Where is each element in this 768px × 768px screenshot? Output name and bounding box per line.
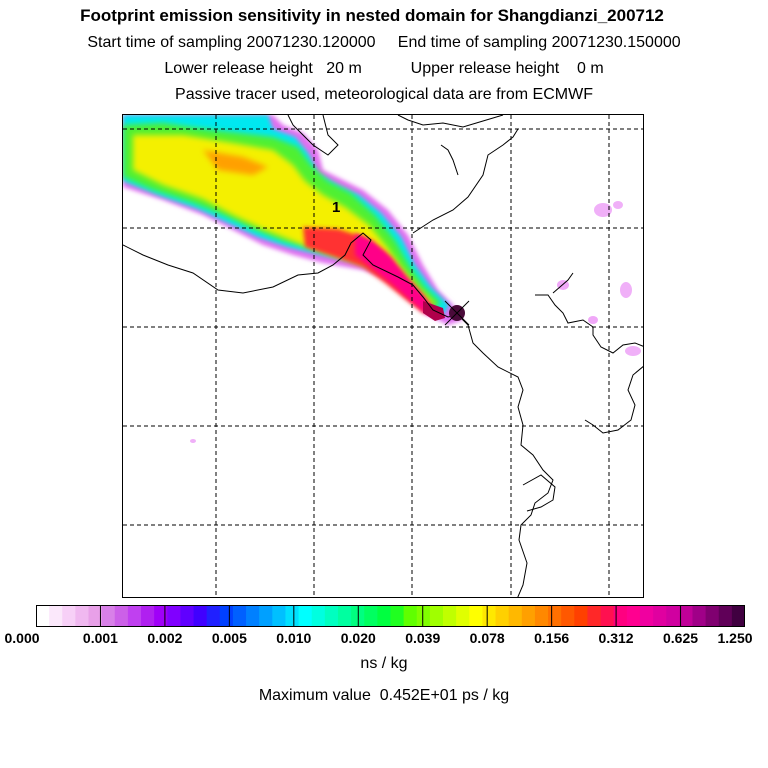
colorbar-tick-label: 1.250 [717, 630, 753, 646]
map-panel: 1 [122, 114, 644, 598]
spot-violet-5 [620, 282, 632, 298]
colorbar-swatch [49, 605, 63, 627]
colorbar-tick-label: 0.625 [663, 630, 699, 646]
plume-orange-core [203, 150, 268, 175]
colorbar-swatch [219, 605, 234, 627]
colorbar-swatch [653, 605, 667, 627]
colorbar-swatch [666, 605, 680, 627]
spot-violet-2 [613, 201, 623, 209]
colorbar-swatch [324, 605, 339, 627]
tracer-info-line: Passive tracer used, meteorological data… [175, 86, 593, 103]
colorbar-swatch [246, 605, 260, 627]
colorbar-swatch [574, 605, 588, 627]
colorbar-swatch [429, 605, 444, 627]
colorbar-swatch [403, 605, 418, 627]
colorbar-tick-label: 0.078 [469, 630, 505, 646]
colorbar-swatch [114, 605, 129, 627]
colorbar-swatch [193, 605, 208, 627]
colorbar-swatch [613, 605, 628, 627]
colorbar-swatch [232, 605, 247, 627]
colorbar-swatch [285, 605, 300, 627]
colorbar-tick-label: 0.010 [276, 630, 312, 646]
colorbar-swatch [101, 605, 116, 627]
colorbar-swatch [731, 605, 746, 627]
colorbar-swatch [180, 605, 195, 627]
colorbar-swatch [36, 605, 50, 627]
colorbar-swatch [298, 605, 313, 627]
colorbar-swatch [679, 605, 693, 627]
receptor-marker [444, 300, 470, 326]
plume-yellow [133, 135, 435, 307]
colorbar-tick-label: 0.005 [211, 630, 247, 646]
colorbar-swatch [469, 605, 483, 627]
plot-title: Footprint emission sensitivity in nested… [80, 6, 664, 25]
colorbar-swatch [390, 605, 405, 627]
colorbar-swatch [127, 605, 142, 627]
colorbar-swatch [141, 605, 155, 627]
colorbar-swatch [62, 605, 76, 627]
colorbar-swatch [639, 605, 654, 627]
colorbar-swatch [167, 605, 181, 627]
colorbar-tick-label: 0.039 [405, 630, 441, 646]
colorbar-swatch [508, 605, 523, 627]
plume-magenta [355, 233, 437, 315]
colorbar-tick-label: 0.001 [82, 630, 118, 646]
colorbar-swatch [416, 605, 431, 627]
colorbar [35, 605, 746, 627]
spot-violet-1 [594, 203, 612, 217]
sampling-time-line: Start time of sampling 20071230.120000 E… [87, 34, 681, 51]
colorbar-swatch [154, 605, 168, 627]
colorbar-swatch [692, 605, 707, 627]
spot-violet-6 [625, 346, 641, 356]
colorbar-swatch [482, 605, 497, 627]
station-number-label: 1 [332, 199, 340, 216]
colorbar-swatch [377, 605, 391, 627]
colorbar-units: ns / kg [360, 655, 408, 672]
colorbar-swatch [495, 605, 510, 627]
colorbar-swatch [548, 605, 562, 627]
release-height-line: Lower release height 20 m Upper release … [164, 60, 604, 77]
map-canvas: 1 [123, 115, 643, 597]
colorbar-tick-label: 0.000 [4, 630, 40, 646]
colorbar-swatch [311, 605, 326, 627]
colorbar-swatch [587, 605, 602, 627]
spot-violet-7 [190, 439, 196, 443]
colorbar-swatch [88, 605, 103, 627]
colorbar-tick-label: 0.020 [340, 630, 376, 646]
colorbar-swatch [705, 605, 720, 627]
colorbar-swatch [259, 605, 273, 627]
lat-lon-grid [123, 115, 643, 597]
colorbar-swatch [534, 605, 549, 627]
colorbar-swatch [626, 605, 641, 627]
colorbar-swatch [718, 605, 733, 627]
colorbar-swatch [75, 605, 90, 627]
colorbar-swatch [206, 605, 221, 627]
colorbar-swatch [456, 605, 470, 627]
maximum-value-label: Maximum value 0.452E+01 ps / kg [258, 687, 510, 704]
colorbar-swatch [443, 605, 457, 627]
colorbar-swatch [272, 605, 286, 627]
colorbar-swatches [35, 605, 746, 627]
colorbar-swatch [337, 605, 352, 627]
colorbar-tick-label: 0.312 [598, 630, 634, 646]
spot-violet-4 [588, 316, 598, 324]
colorbar-tick-label: 0.002 [147, 630, 183, 646]
plume-footprint [123, 115, 641, 443]
coastlines [123, 115, 643, 597]
colorbar-tick-label: 0.156 [534, 630, 570, 646]
colorbar-swatch [521, 605, 536, 627]
colorbar-border [36, 605, 745, 627]
colorbar-swatch [561, 605, 575, 627]
colorbar-swatch [600, 605, 615, 627]
colorbar-swatch [364, 605, 378, 627]
